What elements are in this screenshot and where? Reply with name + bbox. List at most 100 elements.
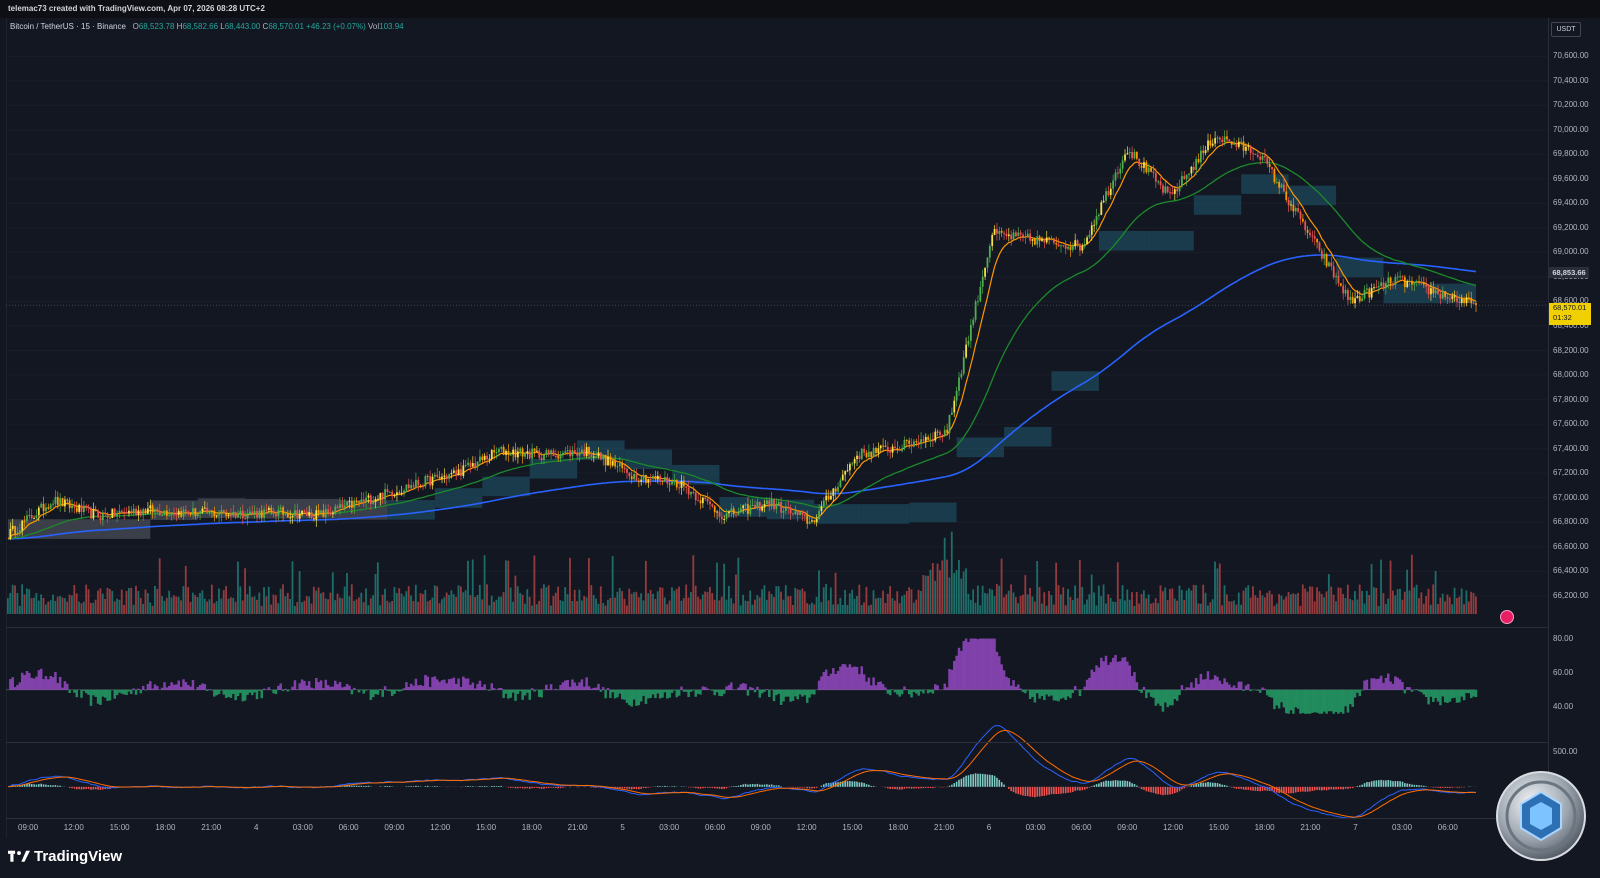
alert-icon[interactable] (1500, 610, 1514, 624)
candle-body (996, 228, 998, 234)
volume-bar (720, 596, 723, 614)
price-axis[interactable]: 70,600.00 70,400.00 70,200.00 70,000.00 69,8… (1548, 18, 1600, 838)
tradingview-logo[interactable]: TradingView (8, 848, 122, 865)
candle-body (908, 440, 911, 444)
candle-body (1209, 140, 1212, 146)
vol-value: 103.94 (379, 22, 404, 31)
chart-frame[interactable] (6, 18, 1600, 838)
volume-bar (920, 590, 922, 614)
volume-bar (30, 598, 33, 614)
volume-bar (893, 600, 896, 614)
candle-body (993, 228, 996, 235)
volume-bar (1361, 590, 1363, 614)
volume-bar (1292, 593, 1295, 614)
volume-bar (571, 600, 574, 614)
candle-body (64, 499, 66, 507)
volume-bar (1204, 592, 1207, 614)
candle-body (1446, 296, 1449, 299)
candle-body (277, 509, 280, 517)
currency-button[interactable]: USDT (1551, 22, 1581, 37)
volume-bar (1086, 599, 1088, 614)
volume-bar (1171, 588, 1174, 614)
volume-bar (246, 594, 249, 614)
candle-body (505, 450, 507, 455)
candle-body (564, 451, 567, 453)
candle-body (666, 477, 669, 484)
candle-body (706, 498, 709, 502)
candle-body (1152, 171, 1155, 174)
volume-bar (203, 598, 206, 614)
volume-bar (63, 598, 66, 614)
pane-separator-macd[interactable] (6, 742, 1548, 743)
candle-body (699, 500, 702, 504)
volume-bar (1178, 585, 1181, 614)
time-axis[interactable]: 09:00 12:00 15:00 18:00 21:00 4 03:00 06:00 09:0… (6, 818, 1548, 839)
volume-bar (531, 605, 533, 614)
volume-bar (1185, 590, 1188, 614)
volume-bar (61, 597, 64, 614)
candle-body (550, 450, 552, 455)
volume-bar (806, 603, 809, 614)
candle-body (1045, 237, 1048, 243)
candle-body (1361, 298, 1364, 302)
candle-body (1266, 157, 1269, 165)
volume-bar (35, 593, 38, 614)
volume-bar (1078, 560, 1081, 614)
volume-bar (708, 587, 711, 614)
volume-bar (704, 591, 707, 614)
volume-bar (85, 584, 88, 614)
candle-body (137, 510, 140, 516)
candle-body (305, 511, 308, 516)
candle-body (1138, 158, 1141, 166)
candle-body (583, 449, 586, 456)
time-tick-label: 03:00 (659, 823, 680, 832)
candle-body (130, 510, 133, 514)
volume-bar (120, 589, 123, 614)
volume-bar (151, 605, 154, 614)
volume-bar (156, 588, 159, 614)
pane-separator-rsi[interactable] (6, 627, 1548, 628)
volume-bar (1344, 597, 1347, 614)
candle-body (1188, 173, 1190, 175)
volume-bar (521, 594, 524, 614)
candle-body (896, 448, 899, 450)
candle-body (315, 510, 318, 520)
volume-bar (296, 602, 299, 614)
volume-bar (1019, 595, 1022, 614)
candle-body (1342, 285, 1345, 294)
candle-body (49, 504, 52, 509)
candle-body (341, 504, 344, 508)
candle-body (1351, 296, 1354, 304)
candle-body (1079, 244, 1081, 251)
candle-body (777, 502, 780, 504)
volume-bar (1033, 601, 1036, 614)
candle-body (369, 495, 372, 505)
volume-bar (379, 605, 382, 614)
candle-body (144, 509, 147, 514)
volume-bar (1349, 598, 1352, 614)
volume-bar (1169, 588, 1171, 614)
candle-body (820, 506, 823, 512)
candle-body (161, 514, 164, 516)
candle-body (1164, 186, 1167, 193)
candle-body (109, 517, 111, 519)
volume-bar (367, 605, 370, 614)
candle-body (813, 520, 816, 523)
volume-bar (478, 584, 481, 614)
candle-body (1233, 143, 1236, 145)
volume-bar (732, 603, 735, 614)
volume-bar (1197, 603, 1200, 614)
candle-body (336, 506, 339, 508)
volume-bar (827, 600, 830, 614)
candle-body (142, 509, 145, 516)
volume-bar (1126, 589, 1129, 614)
candle-body (436, 474, 439, 477)
candle-body (279, 507, 282, 510)
candle-body (846, 470, 849, 472)
volume-bar (680, 600, 683, 614)
candle-body (581, 449, 583, 453)
volume-bar (1105, 603, 1107, 614)
candle-body (573, 450, 576, 453)
chart-canvas[interactable] (6, 18, 1548, 818)
attribution-bar: telemac73 created with TradingView.com, … (0, 0, 1600, 18)
